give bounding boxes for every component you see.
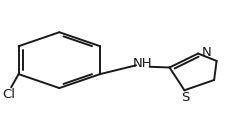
Text: NH: NH bbox=[132, 57, 152, 70]
Text: S: S bbox=[182, 91, 190, 104]
Text: N: N bbox=[202, 46, 212, 59]
Text: Cl: Cl bbox=[2, 88, 15, 101]
